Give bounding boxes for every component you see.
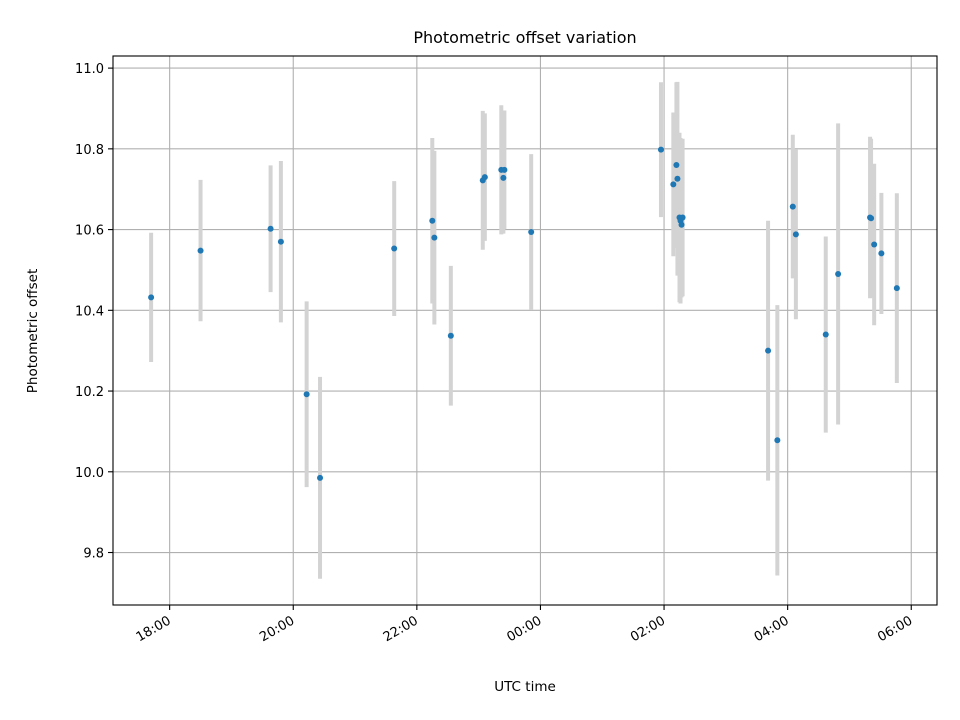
data-point: [500, 174, 507, 181]
y-axis-ticks: 9.8 10.0 10.2 10.4 10.6 10.8 11.0: [75, 62, 113, 562]
data-point: [277, 238, 284, 245]
data-point: [674, 175, 681, 182]
y-tick-label: 11.0: [75, 62, 104, 77]
data-point: [678, 221, 685, 228]
data-point: [657, 146, 664, 153]
data-point: [148, 294, 155, 301]
data-point: [670, 181, 677, 188]
y-tick-label: 10.0: [75, 466, 104, 481]
data-point: [303, 391, 310, 398]
data-point: [481, 174, 488, 181]
data-point: [197, 247, 204, 254]
data-point: [871, 241, 878, 248]
data-point: [429, 217, 436, 224]
y-tick-label: 10.4: [75, 304, 104, 319]
data-point: [679, 214, 686, 221]
y-axis-label: Photometric offset: [25, 269, 41, 393]
grid: [113, 56, 937, 605]
y-tick-label: 10.8: [75, 143, 104, 158]
data-point: [317, 474, 324, 481]
data-point: [501, 166, 508, 173]
data-point: [868, 215, 875, 222]
data-point: [878, 250, 885, 257]
data-point: [391, 245, 398, 252]
chart-title: Photometric offset variation: [413, 28, 636, 47]
y-tick-label: 10.2: [75, 385, 104, 400]
data-point: [528, 229, 535, 236]
data-point: [822, 331, 829, 338]
data-point: [447, 332, 454, 339]
plot-area-frame: [112, 55, 938, 606]
data-point: [893, 285, 900, 292]
data-markers: [148, 146, 900, 481]
x-axis-label: UTC time: [494, 679, 556, 695]
data-point: [835, 270, 842, 277]
y-tick-label: 10.6: [75, 224, 104, 239]
y-tick-label: 9.8: [83, 547, 104, 562]
data-point: [792, 231, 799, 238]
data-point: [431, 234, 438, 241]
data-point: [673, 161, 680, 168]
data-point: [789, 203, 796, 210]
data-point: [267, 225, 274, 232]
data-point: [765, 347, 772, 354]
data-point: [774, 437, 781, 444]
